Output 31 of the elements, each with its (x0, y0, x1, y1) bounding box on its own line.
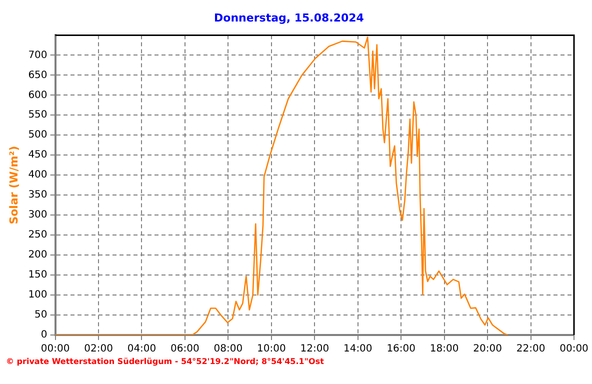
y-tick-label: 250 (28, 230, 48, 241)
y-tick-label: 700 (28, 50, 48, 61)
y-axis-title: Solar (W/m²) (7, 146, 20, 224)
y-tick-label: 300 (28, 210, 48, 221)
x-tick-label: 00:00 (560, 344, 588, 355)
x-tick-label: 20:00 (473, 344, 502, 355)
x-tick-label: 18:00 (430, 344, 459, 355)
y-tick-label: 150 (28, 270, 48, 281)
x-tick-label: 08:00 (214, 344, 243, 355)
y-tick-label: 50 (34, 310, 48, 321)
x-tick-label: 10:00 (257, 344, 286, 355)
x-tick-label: 04:00 (127, 344, 156, 355)
x-tick-label: 22:00 (516, 344, 546, 355)
y-tick-label: 350 (28, 190, 48, 201)
y-tick-label: 200 (28, 250, 48, 261)
text: © private Wetterstation Süderlügum - 54°52'19.2"Nord; 8°54'45.1"Ost (6, 357, 324, 366)
x-tick-label: 14:00 (343, 344, 372, 355)
chart-title: Donnerstag, 15.08.2024 (214, 11, 364, 24)
x-tick-label: 16:00 (386, 344, 416, 355)
y-tick-label: 450 (28, 150, 48, 161)
y-tick-label: 550 (28, 110, 48, 121)
x-tick-label: 02:00 (84, 344, 113, 355)
y-tick-label: 650 (28, 70, 48, 81)
y-tick-label: 400 (28, 170, 48, 181)
x-tick-label: 06:00 (170, 344, 200, 355)
x-tick-label: 00:00 (40, 344, 70, 355)
y-tick-label: 600 (28, 90, 48, 101)
y-tick-label: 100 (28, 290, 48, 301)
y-tick-label: 0 (40, 330, 48, 341)
y-tick-label: 500 (28, 130, 48, 141)
x-tick-label: 12:00 (300, 344, 330, 355)
